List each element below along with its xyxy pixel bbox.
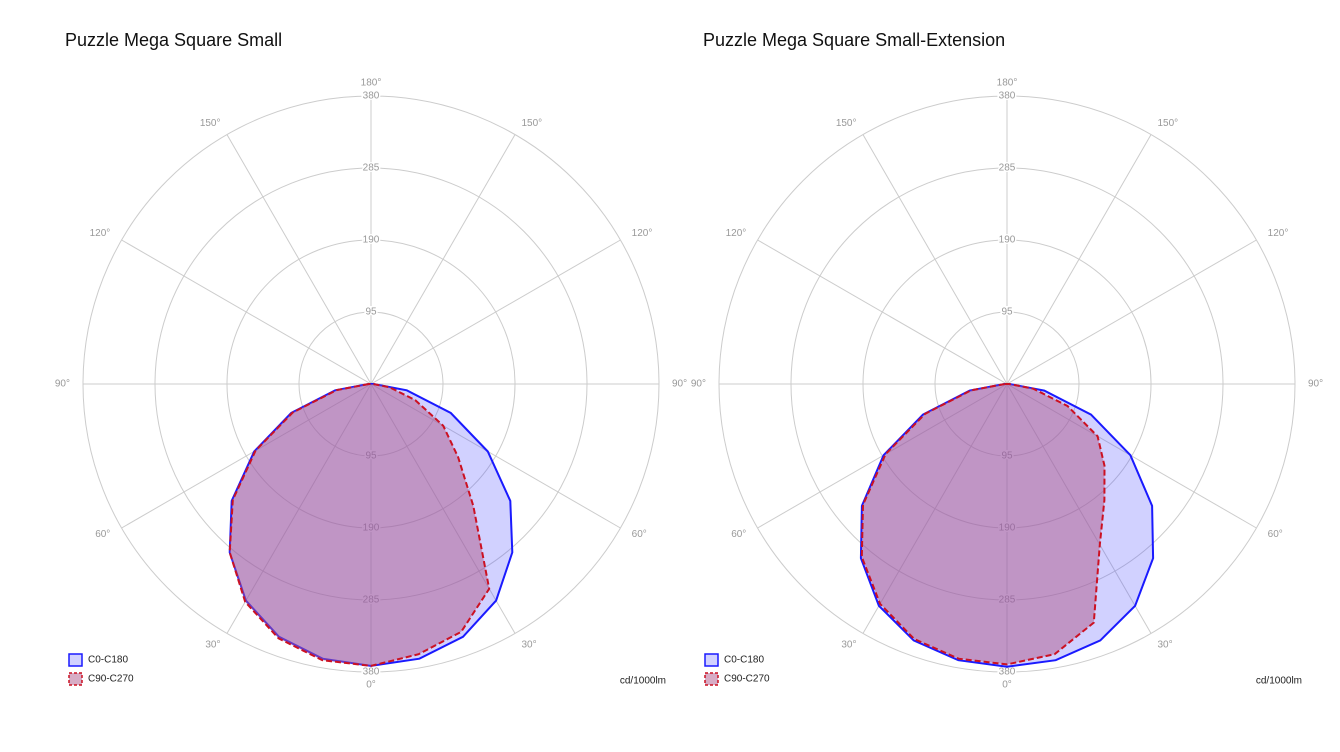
- radial-label: 285: [999, 163, 1016, 174]
- legend-swatch: [68, 672, 83, 686]
- angle-label: 60°: [632, 529, 647, 540]
- angle-label: 0°: [366, 680, 376, 691]
- angle-label: 30°: [841, 639, 856, 650]
- grid-spoke: [1006, 134, 1152, 385]
- angle-label: 90°: [691, 379, 706, 390]
- radial-label: 380: [363, 667, 380, 678]
- series-area: [228, 383, 491, 667]
- grid-spoke: [862, 134, 1008, 385]
- radial-label: 380: [363, 91, 380, 102]
- polar-chart: Puzzle Mega Square Small-Extension 150° 12…: [691, 30, 1323, 691]
- angle-label: 120°: [1268, 228, 1289, 239]
- angle-label: 60°: [1268, 529, 1283, 540]
- angle-label: 60°: [731, 529, 746, 540]
- grid-spoke: [121, 239, 372, 385]
- chart-title: Puzzle Mega Square Small-Extension: [703, 30, 1005, 50]
- angle-label: 30°: [1158, 639, 1173, 650]
- angle-label: 90°: [672, 379, 687, 390]
- grid-spoke: [370, 239, 621, 385]
- angle-label: 180°: [997, 78, 1018, 89]
- radial-label: 285: [363, 163, 380, 174]
- legend-swatch: [704, 672, 719, 686]
- radial-label: 95: [365, 307, 377, 318]
- radial-label: 190: [363, 235, 380, 246]
- grid-spoke: [226, 134, 372, 385]
- angle-label: 150°: [522, 118, 543, 129]
- legend-label: C90-C270: [88, 674, 134, 685]
- radial-label: 95: [1001, 307, 1013, 318]
- radial-label: 380: [999, 667, 1016, 678]
- radial-label: 190: [999, 235, 1016, 246]
- angle-label: 120°: [90, 228, 111, 239]
- angle-label: 150°: [200, 118, 221, 129]
- unit-label: cd/1000lm: [1256, 676, 1302, 687]
- legend-label: C0-C180: [724, 655, 764, 666]
- angle-label: 150°: [1158, 118, 1179, 129]
- angle-label: 90°: [55, 379, 70, 390]
- angle-label: 30°: [205, 639, 220, 650]
- angle-label: 150°: [836, 118, 857, 129]
- angle-label: 120°: [632, 228, 653, 239]
- angle-label: 30°: [522, 639, 537, 650]
- grid-spoke: [757, 239, 1008, 385]
- angle-label: 180°: [361, 78, 382, 89]
- grid-spoke: [370, 134, 516, 385]
- legend-swatch: [68, 653, 83, 667]
- chart-title: Puzzle Mega Square Small: [65, 30, 282, 50]
- angle-label: 0°: [1002, 680, 1012, 691]
- unit-label: cd/1000lm: [620, 676, 666, 687]
- angle-label: 90°: [1308, 379, 1323, 390]
- legend-label: C90-C270: [724, 674, 770, 685]
- grid-spoke: [1006, 239, 1257, 385]
- legend-label: C0-C180: [88, 655, 128, 666]
- polar-chart: Puzzle Mega Square Small 150° 120° 90° 60° 30…: [55, 30, 687, 691]
- radial-label: 380: [999, 91, 1016, 102]
- legend-swatch: [704, 653, 719, 667]
- angle-label: 120°: [726, 228, 747, 239]
- series-area: [860, 383, 1106, 666]
- angle-label: 60°: [95, 529, 110, 540]
